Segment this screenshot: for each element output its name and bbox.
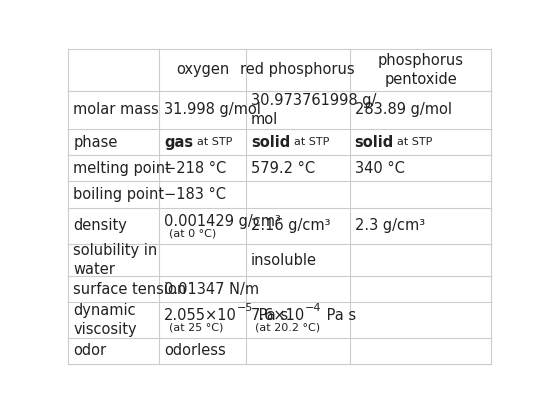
Text: −5: −5: [237, 303, 253, 312]
Text: at STP: at STP: [397, 137, 433, 147]
Text: 579.2 °C: 579.2 °C: [251, 161, 315, 176]
Text: odorless: odorless: [164, 344, 226, 358]
Text: 283.89 g/mol: 283.89 g/mol: [355, 103, 452, 117]
Text: 340 °C: 340 °C: [355, 161, 405, 176]
Text: Pa s: Pa s: [322, 308, 356, 323]
Text: 31.998 g/mol: 31.998 g/mol: [164, 103, 261, 117]
Text: insoluble: insoluble: [251, 252, 317, 267]
Text: 30.973761998 g/
mol: 30.973761998 g/ mol: [251, 93, 376, 127]
Text: Pa s: Pa s: [253, 308, 288, 323]
Text: −218 °C: −218 °C: [164, 161, 227, 176]
Text: 0.01347 N/m: 0.01347 N/m: [164, 281, 259, 297]
Text: solid: solid: [355, 135, 394, 150]
Text: at STP: at STP: [197, 137, 232, 147]
Text: 2.3 g/cm³: 2.3 g/cm³: [355, 218, 425, 233]
Text: dynamic
viscosity: dynamic viscosity: [73, 303, 137, 337]
Text: density: density: [73, 218, 127, 233]
Text: oxygen: oxygen: [176, 63, 229, 77]
Text: 0.001429 g/cm³: 0.001429 g/cm³: [164, 213, 281, 229]
Text: odor: odor: [73, 344, 106, 358]
Text: 7.6×10: 7.6×10: [251, 308, 305, 323]
Text: red phosphorus: red phosphorus: [240, 63, 355, 77]
Text: molar mass: molar mass: [73, 103, 159, 117]
Text: −4: −4: [305, 303, 322, 312]
Text: −183 °C: −183 °C: [164, 187, 226, 202]
Text: (at 25 °C): (at 25 °C): [169, 322, 223, 332]
Text: gas: gas: [164, 135, 193, 150]
Text: (at 20.2 °C): (at 20.2 °C): [256, 322, 321, 332]
Text: at STP: at STP: [294, 137, 329, 147]
Text: (at 0 °C): (at 0 °C): [169, 228, 216, 238]
Text: 2.055×10: 2.055×10: [164, 308, 237, 323]
Text: boiling point: boiling point: [73, 187, 164, 202]
Text: solubility in
water: solubility in water: [73, 243, 158, 277]
Text: phase: phase: [73, 135, 118, 150]
Text: melting point: melting point: [73, 161, 171, 176]
Text: 2.16 g/cm³: 2.16 g/cm³: [251, 218, 330, 233]
Text: phosphorus
pentoxide: phosphorus pentoxide: [377, 53, 464, 87]
Text: surface tension: surface tension: [73, 281, 187, 297]
Text: solid: solid: [251, 135, 290, 150]
